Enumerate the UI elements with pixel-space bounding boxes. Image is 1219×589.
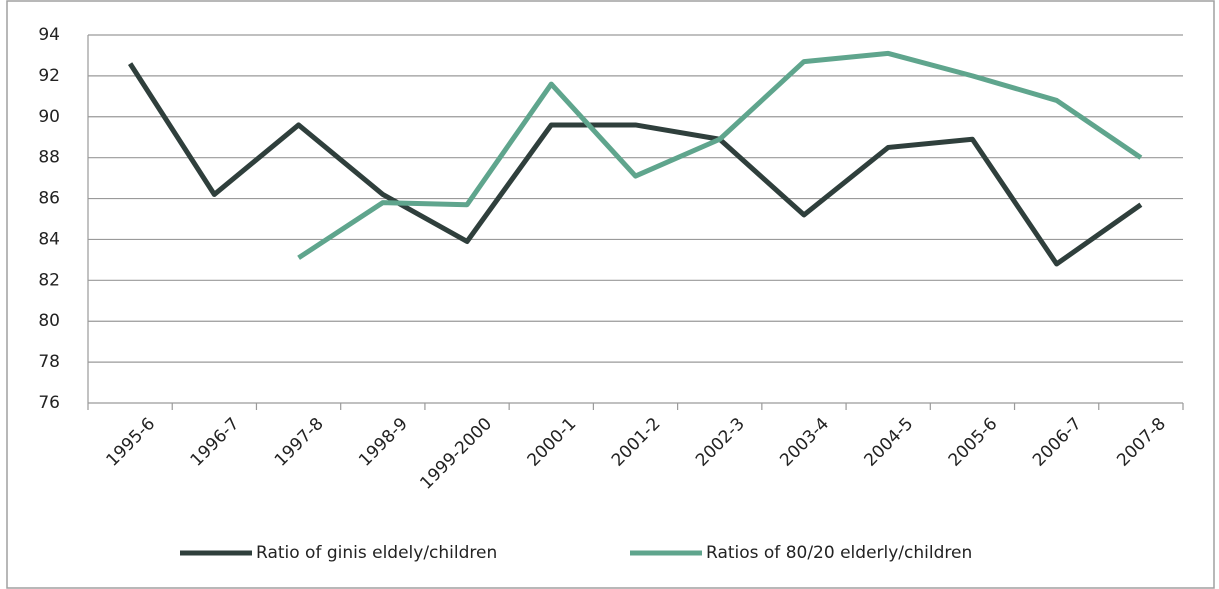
y-tick-label: 82 bbox=[38, 270, 60, 290]
x-tick-label: 2006-7 bbox=[1029, 414, 1086, 471]
x-tick-label: 2001-2 bbox=[608, 414, 665, 471]
y-tick-label: 76 bbox=[38, 393, 60, 413]
x-tick-label: 2004-5 bbox=[861, 414, 918, 471]
x-tick-label: 1996-7 bbox=[187, 414, 244, 471]
x-tick-label: 1999-2000 bbox=[416, 414, 496, 494]
legend-label: Ratios of 80/20 elderly/children bbox=[706, 543, 972, 563]
x-tick-label: 2000-1 bbox=[524, 414, 581, 471]
y-tick-label: 92 bbox=[38, 66, 60, 86]
y-tick-label: 90 bbox=[38, 107, 60, 127]
y-tick-label: 80 bbox=[38, 311, 60, 331]
y-tick-label: 86 bbox=[38, 189, 60, 209]
x-tick-label: 1995-6 bbox=[102, 414, 159, 471]
legend-label: Ratio of ginis eldely/children bbox=[256, 543, 497, 563]
x-tick-label: 2002-3 bbox=[692, 414, 749, 471]
x-tick-label: 2007-8 bbox=[1113, 414, 1170, 471]
series-line bbox=[128, 62, 1143, 267]
series-line bbox=[297, 50, 1143, 260]
x-tick-label: 2003-4 bbox=[776, 414, 833, 471]
y-tick-label: 88 bbox=[38, 148, 60, 168]
y-tick-label: 78 bbox=[38, 352, 60, 372]
y-tick-label: 84 bbox=[38, 229, 60, 249]
x-tick-label: 1997-8 bbox=[271, 414, 328, 471]
x-tick-label: 2005-6 bbox=[945, 414, 1002, 471]
y-tick-label: 94 bbox=[38, 25, 60, 45]
x-tick-label: 1998-9 bbox=[355, 414, 412, 471]
chart-border bbox=[6, 0, 1215, 589]
